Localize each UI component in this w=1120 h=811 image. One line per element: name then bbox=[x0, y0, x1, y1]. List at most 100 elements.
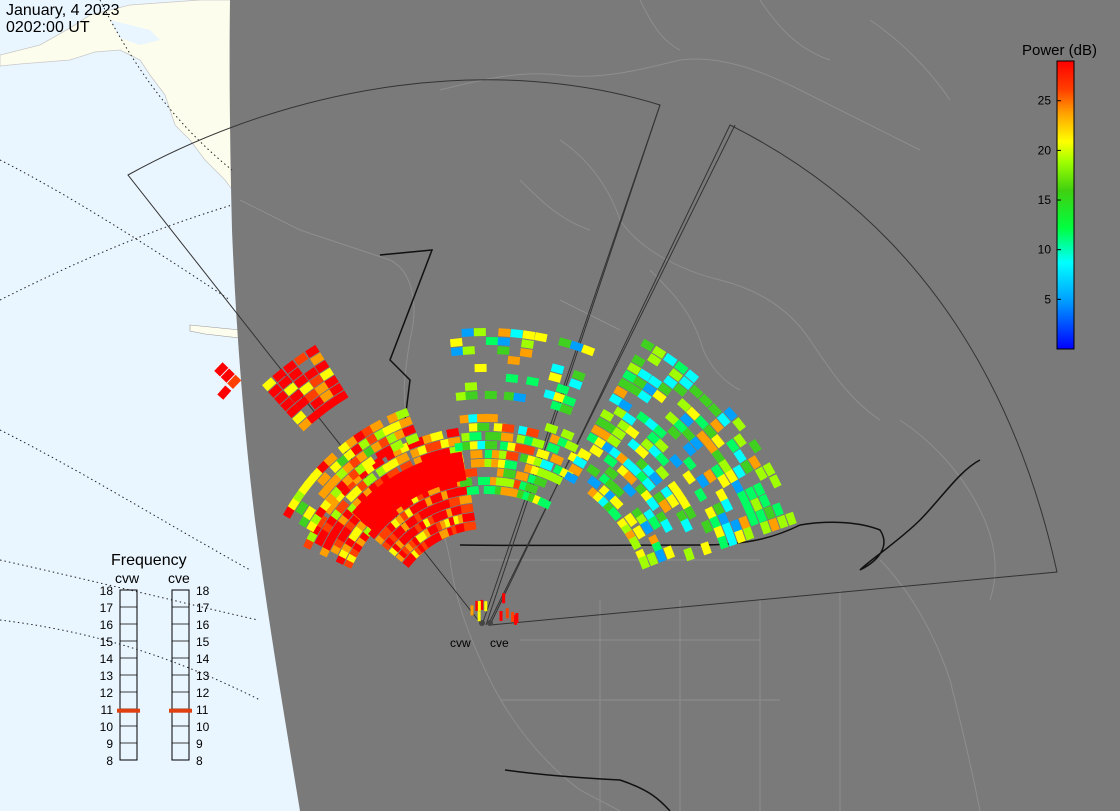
frequency-scale-label: 14 bbox=[196, 652, 210, 666]
backscatter-cell bbox=[587, 475, 602, 490]
backscatter-cell bbox=[663, 353, 678, 367]
colorbar-ticks: 25 20 15 10 5 bbox=[1038, 94, 1061, 306]
backscatter-cell bbox=[398, 416, 413, 429]
backscatter-cell bbox=[500, 486, 514, 497]
backscatter-cell bbox=[460, 503, 474, 514]
frequency-scale-label: 10 bbox=[196, 720, 210, 734]
backscatter-cell bbox=[525, 427, 540, 438]
backscatter-cell bbox=[776, 514, 789, 529]
backscatter-cell bbox=[627, 383, 643, 397]
backscatter-cell bbox=[686, 406, 701, 421]
backscatter-cell bbox=[604, 466, 619, 481]
backscatter-cell bbox=[744, 486, 758, 501]
backscatter-cell bbox=[632, 525, 646, 540]
backscatter-cell bbox=[505, 608, 509, 619]
backscatter-cell bbox=[772, 502, 784, 517]
backscatter-cell bbox=[503, 391, 517, 401]
frequency-marker bbox=[117, 708, 140, 713]
backscatter-cell bbox=[334, 390, 349, 404]
frequency-scale-label: 13 bbox=[100, 669, 114, 683]
backscatter-cell bbox=[715, 488, 729, 503]
backscatter-cell bbox=[647, 375, 663, 389]
backscatter-cell bbox=[499, 611, 503, 622]
backscatter-cell bbox=[399, 460, 414, 473]
backscatter-cell bbox=[315, 403, 330, 417]
backscatter-cell bbox=[707, 402, 722, 418]
backscatter-cell bbox=[683, 547, 695, 562]
frequency-columns: 18 17 16 15 14 13 12 11 10 9 8 18 17 16 15 14 13 12 11 10 9 8 bbox=[100, 584, 210, 768]
cve-site-label: cve bbox=[490, 636, 509, 650]
backscatter-cell bbox=[624, 512, 638, 527]
backscatter-cell bbox=[663, 375, 678, 389]
backscatter-cell bbox=[449, 337, 463, 348]
frequency-scale-label: 17 bbox=[196, 601, 210, 615]
backscatter-cell bbox=[716, 412, 731, 427]
backscatter-cell bbox=[658, 498, 672, 514]
backscatter-cell bbox=[513, 392, 527, 403]
backscatter-cell bbox=[752, 482, 766, 497]
backscatter-cell bbox=[465, 391, 478, 400]
alaska-inlet bbox=[110, 20, 160, 45]
backscatter-cell bbox=[292, 410, 307, 425]
continent-outlines bbox=[239, 0, 996, 811]
backscatter-cell bbox=[742, 526, 755, 541]
power-colorbar: Power (dB) 25 20 15 10 5 bbox=[1022, 42, 1097, 350]
backscatter-cell bbox=[746, 512, 759, 527]
backscatter-cell bbox=[732, 464, 746, 479]
backscatter-cell bbox=[505, 451, 519, 461]
freq-radar-label-cve: cve bbox=[168, 570, 190, 586]
backscatter-cell bbox=[362, 472, 378, 487]
backscatter-cell bbox=[502, 468, 516, 479]
backscatter-cell bbox=[450, 346, 464, 357]
backscatter-cell bbox=[700, 541, 712, 556]
backscatter-cell bbox=[369, 419, 384, 433]
fov-outlines bbox=[127, 79, 1058, 627]
backscatter-cell bbox=[651, 345, 667, 359]
frequency-scale-label: 18 bbox=[196, 584, 210, 598]
frequency-scale-label: 17 bbox=[100, 601, 114, 615]
backscatter-cell bbox=[569, 340, 584, 352]
time-label: 0202:00 UT bbox=[6, 19, 90, 36]
backscatter-cell bbox=[389, 439, 405, 453]
backscatter-cell bbox=[446, 427, 460, 438]
colorbar-title: Power (dB) bbox=[1022, 42, 1097, 59]
backscatter-cell bbox=[319, 367, 335, 381]
backscatter-cell bbox=[433, 500, 448, 513]
backscatter-cell bbox=[681, 427, 696, 442]
backscatter-cell bbox=[548, 372, 562, 383]
backscatter-cell bbox=[282, 360, 298, 374]
backscatter-cell bbox=[637, 390, 652, 404]
backscatter-cell bbox=[665, 493, 680, 509]
backscatter-cell bbox=[289, 389, 304, 404]
backscatter-cell bbox=[694, 415, 709, 430]
backscatter-cell bbox=[549, 453, 565, 466]
backscatter-cell bbox=[759, 520, 772, 535]
backscatter-cell bbox=[748, 455, 762, 470]
backscatter-cell bbox=[736, 490, 750, 505]
backscatter-cell bbox=[511, 611, 515, 622]
backscatter-cell bbox=[568, 378, 583, 390]
backscatter-cell bbox=[537, 497, 552, 510]
frequency-scale-label: 8 bbox=[106, 754, 113, 768]
frequency-marker bbox=[169, 708, 192, 713]
backscatter-cell bbox=[647, 353, 662, 367]
backscatter-cell bbox=[227, 374, 242, 389]
backscatter-cell bbox=[262, 377, 277, 392]
backscatter-cell bbox=[548, 472, 564, 486]
backscatter-cell bbox=[657, 382, 673, 397]
frequency-scale-label: 16 bbox=[100, 618, 114, 632]
backscatter-cell bbox=[293, 374, 309, 389]
backscatter-cell bbox=[278, 375, 293, 390]
backscatter-cell bbox=[732, 417, 746, 432]
backscatter-cell bbox=[399, 497, 414, 511]
backscatter-cell bbox=[711, 449, 725, 464]
backscatter-cell bbox=[563, 471, 579, 485]
backscatter-cell bbox=[395, 408, 410, 420]
backscatter-cell bbox=[652, 424, 668, 439]
backscatter-cell bbox=[682, 442, 697, 457]
backscatter-cell bbox=[645, 496, 660, 512]
backscatter-cell bbox=[622, 369, 637, 383]
backscatter-cell bbox=[733, 433, 747, 448]
backscatter-cell bbox=[676, 398, 692, 413]
backscatter-cell bbox=[430, 430, 444, 442]
